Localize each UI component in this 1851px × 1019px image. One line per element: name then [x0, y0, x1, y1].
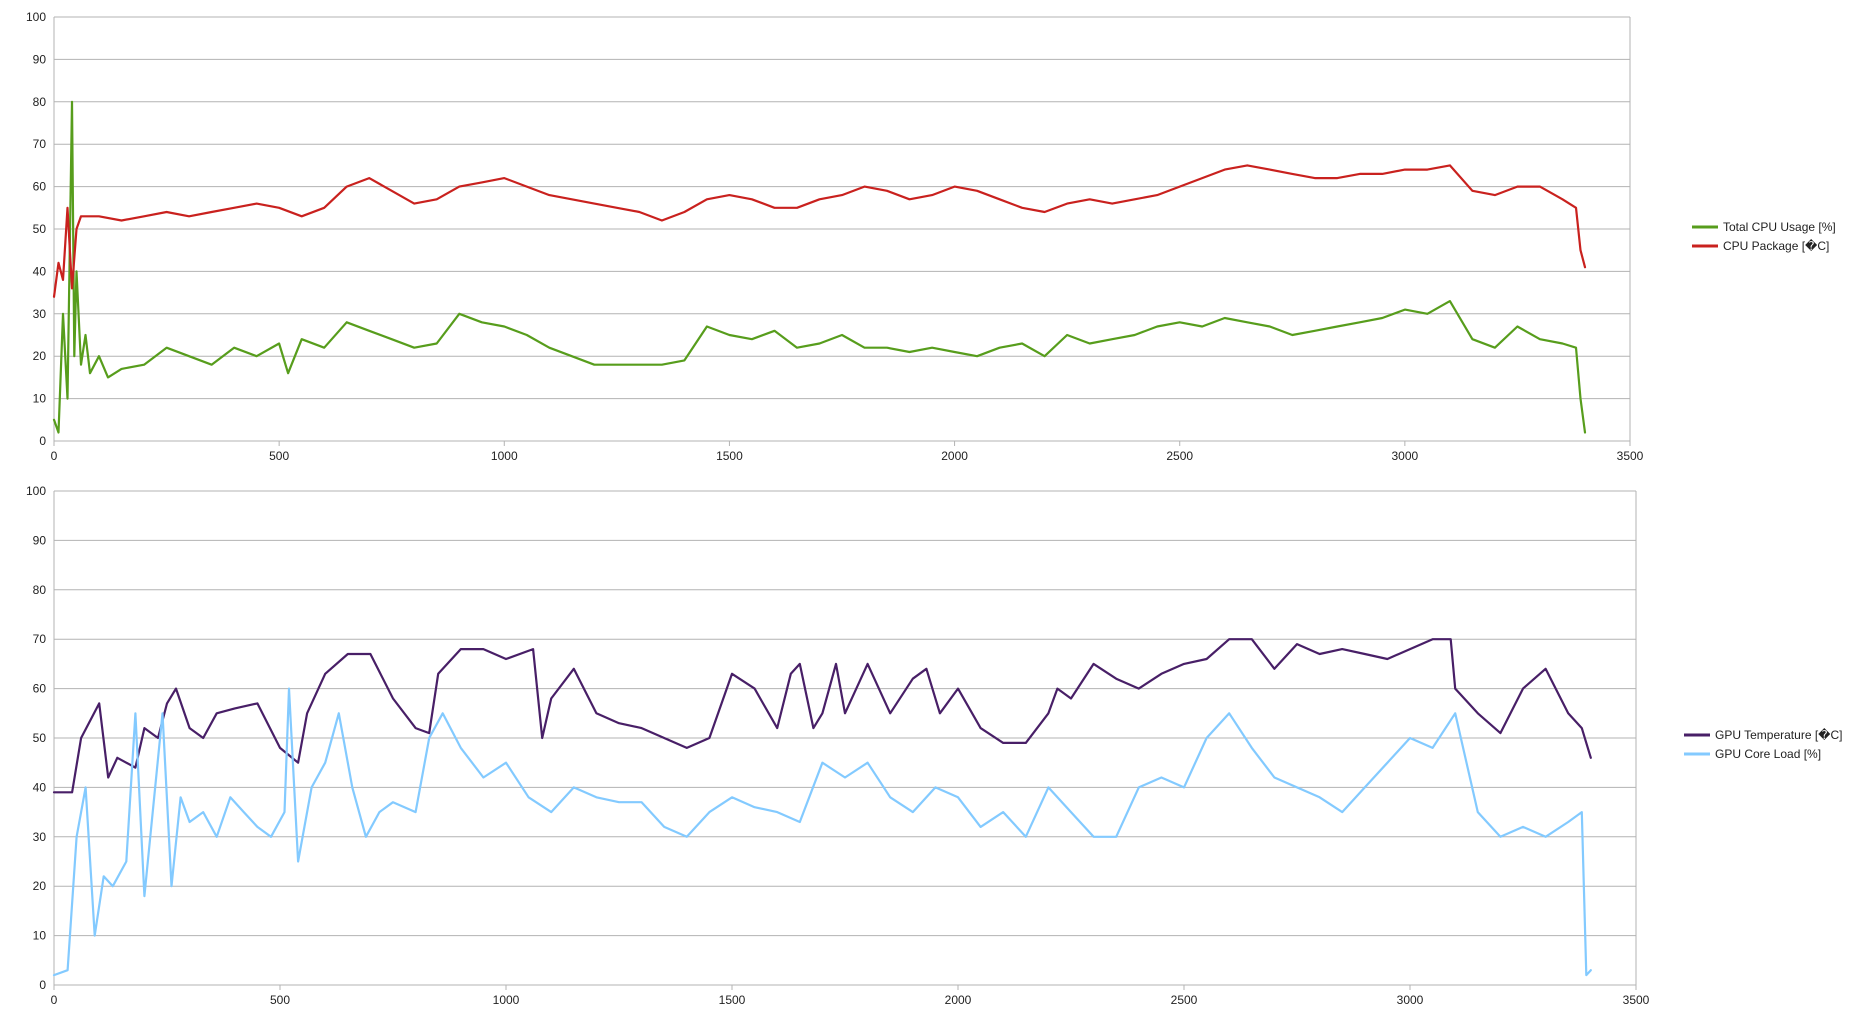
x-tick-label: 3000 [1397, 993, 1424, 1007]
y-tick-label: 70 [33, 137, 47, 151]
y-tick-label: 50 [33, 731, 47, 745]
x-tick-label: 1500 [716, 449, 743, 463]
x-tick-label: 500 [269, 449, 289, 463]
y-tick-label: 10 [33, 392, 47, 406]
y-tick-label: 40 [33, 780, 47, 794]
x-tick-label: 500 [270, 993, 290, 1007]
y-tick-label: 40 [33, 264, 47, 278]
y-tick-label: 10 [33, 929, 47, 943]
x-tick-label: 3500 [1617, 449, 1644, 463]
y-tick-label: 90 [33, 52, 47, 66]
y-tick-label: 50 [33, 222, 47, 236]
y-tick-label: 60 [33, 180, 47, 194]
y-tick-label: 80 [33, 583, 47, 597]
x-tick-label: 2500 [1171, 993, 1198, 1007]
y-tick-label: 80 [33, 95, 47, 109]
x-tick-label: 2500 [1166, 449, 1193, 463]
y-tick-label: 70 [33, 632, 47, 646]
x-tick-label: 1000 [491, 449, 518, 463]
y-tick-label: 30 [33, 830, 47, 844]
legend-label: CPU Package [�C] [1723, 239, 1829, 253]
series-line-2-1 [52, 638, 1592, 794]
x-tick-label: 1500 [719, 993, 746, 1007]
y-tick-label: 0 [39, 978, 46, 992]
y-tick-label: 100 [26, 10, 46, 24]
x-tick-label: 2000 [941, 449, 968, 463]
y-tick-label: 60 [33, 682, 47, 696]
x-tick-label: 0 [51, 449, 58, 463]
series-line-2-2 [52, 687, 1592, 977]
series-line-1-2 [52, 164, 1587, 298]
y-tick-label: 0 [39, 434, 46, 448]
y-tick-label: 100 [26, 484, 46, 498]
x-tick-label: 3500 [1623, 993, 1650, 1007]
x-tick-label: 2000 [945, 993, 972, 1007]
y-tick-label: 90 [33, 533, 47, 547]
legend-label: GPU Temperature [�C] [1715, 728, 1842, 742]
x-tick-label: 3000 [1392, 449, 1419, 463]
legend-label: Total CPU Usage [%] [1723, 220, 1836, 234]
y-tick-label: 20 [33, 349, 47, 363]
y-tick-label: 30 [33, 307, 47, 321]
legend-label: GPU Core Load [%] [1715, 747, 1821, 761]
x-tick-label: 0 [51, 993, 58, 1007]
y-tick-label: 20 [33, 879, 47, 893]
series-line-1-1 [52, 100, 1587, 434]
x-tick-label: 1000 [493, 993, 520, 1007]
